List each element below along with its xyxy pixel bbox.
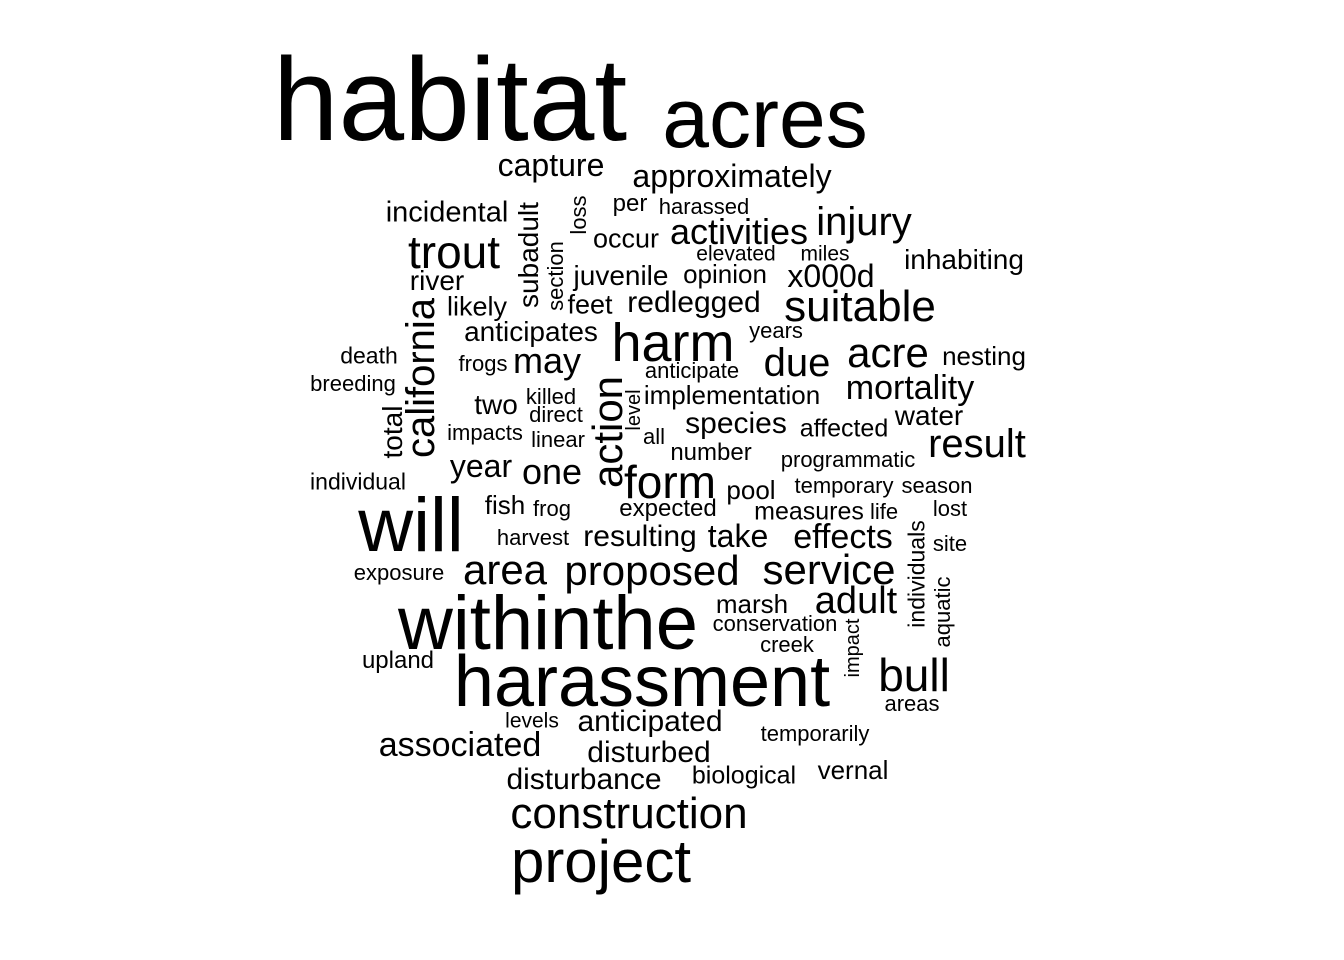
word-levels: levels <box>505 709 559 733</box>
word-pool: pool <box>726 475 776 505</box>
word-withinthe: withinthe <box>398 581 698 666</box>
word-number: number <box>670 439 752 466</box>
word-programmatic: programmatic <box>780 447 916 472</box>
word-killed: killed <box>525 384 577 409</box>
word-total: total <box>377 405 408 459</box>
word-level: level <box>623 389 645 431</box>
word-creek: creek <box>760 632 814 657</box>
word-expected: expected <box>619 495 717 522</box>
word-project: project <box>510 828 692 895</box>
word-acres: acres <box>662 71 868 165</box>
word-site: site <box>932 531 968 556</box>
word-bull: bull <box>878 649 950 701</box>
word-impact: impact <box>842 618 864 678</box>
word-may: may <box>512 340 582 381</box>
word-anticipate: anticipate <box>644 358 740 383</box>
word-inhabiting: inhabiting <box>904 244 1024 275</box>
word-river: river <box>409 265 465 296</box>
word-capture: capture <box>497 147 605 183</box>
word-exposure: exposure <box>353 560 445 585</box>
word-harm: harm <box>611 313 735 373</box>
word-breeding: breeding <box>310 371 396 396</box>
word-section: section <box>543 241 568 311</box>
word-miles: miles <box>800 242 850 266</box>
word-conservation: conservation <box>712 611 838 636</box>
word-service: service <box>762 546 896 593</box>
word-elevated: elevated <box>696 242 776 266</box>
word-harvest: harvest <box>496 525 570 550</box>
word-activities: activities <box>669 211 809 252</box>
word-proposed: proposed <box>564 547 740 594</box>
word-redlegged: redlegged <box>627 286 761 319</box>
word-mortality: mortality <box>845 369 975 407</box>
word-incidental: incidental <box>385 196 509 229</box>
word-years: years <box>749 318 803 343</box>
word-adult: adult <box>814 580 898 622</box>
word-anticipated: anticipated <box>577 705 723 738</box>
word-two: two <box>474 389 518 420</box>
word-death: death <box>340 342 398 369</box>
word-biological: biological <box>691 761 797 790</box>
word-one: one <box>521 451 583 492</box>
word-all: all <box>642 424 666 449</box>
word-upland: upland <box>361 647 435 674</box>
word-subadult: subadult <box>513 202 544 308</box>
word-opinion: opinion <box>683 259 767 289</box>
word-harassed: harassed <box>658 194 750 219</box>
word-associated: associated <box>378 726 542 764</box>
word-result: result <box>928 422 1026 466</box>
word-effects: effects <box>793 518 893 556</box>
word-frogs: frogs <box>458 351 508 376</box>
word-loss: loss <box>566 195 591 235</box>
word-individual: individual <box>310 468 406 495</box>
word-juvenile: juvenile <box>573 260 669 291</box>
word-approximately: approximately <box>632 158 832 194</box>
word-form: form <box>624 456 716 508</box>
word-nesting: nesting <box>942 341 1026 371</box>
word-will: will <box>358 483 464 568</box>
word-resulting: resulting <box>583 520 697 553</box>
word-temporary: temporary <box>794 473 894 498</box>
word-habitat: habitat <box>272 34 628 166</box>
word-construction: construction <box>510 789 748 838</box>
word-implementation: implementation <box>643 380 821 410</box>
word-feet: feet <box>567 289 613 320</box>
word-harassment: harassment <box>453 642 831 722</box>
word-injury: injury <box>816 200 912 244</box>
word-species: species <box>685 407 787 440</box>
word-affected: affected <box>799 414 889 443</box>
word-marsh: marsh <box>715 589 789 619</box>
word-area: area <box>462 546 548 593</box>
word-acre: acre <box>847 329 929 376</box>
word-disturbance: disturbance <box>506 763 662 796</box>
word-take: take <box>707 518 769 554</box>
word-fish: fish <box>484 490 526 520</box>
word-linear: linear <box>531 427 585 452</box>
word-disturbed: disturbed <box>587 736 711 769</box>
word-aquatic: aquatic <box>930 576 955 648</box>
word-water: water <box>894 400 964 431</box>
word-individuals: individuals <box>903 520 930 628</box>
word-occur: occur <box>592 223 660 254</box>
word-suitable: suitable <box>784 282 936 331</box>
word-direct: direct <box>529 402 583 427</box>
word-anticipates: anticipates <box>464 316 598 347</box>
word-due: due <box>763 341 831 385</box>
word-areas: areas <box>884 691 940 716</box>
word-temporarily: temporarily <box>760 721 870 746</box>
word-vernal: vernal <box>817 755 889 785</box>
word-trout: trout <box>407 226 501 278</box>
word-year: year <box>449 448 513 484</box>
word-life: life <box>869 499 899 524</box>
word-likely: likely <box>446 291 508 322</box>
word-x000d: x000d <box>787 258 875 294</box>
word-frog: frog <box>533 496 571 521</box>
word-season: season <box>901 473 973 498</box>
word-lost: lost <box>932 496 968 521</box>
word-impacts: impacts <box>447 420 523 445</box>
word-per: per <box>612 190 648 217</box>
word-measures: measures <box>754 497 864 526</box>
